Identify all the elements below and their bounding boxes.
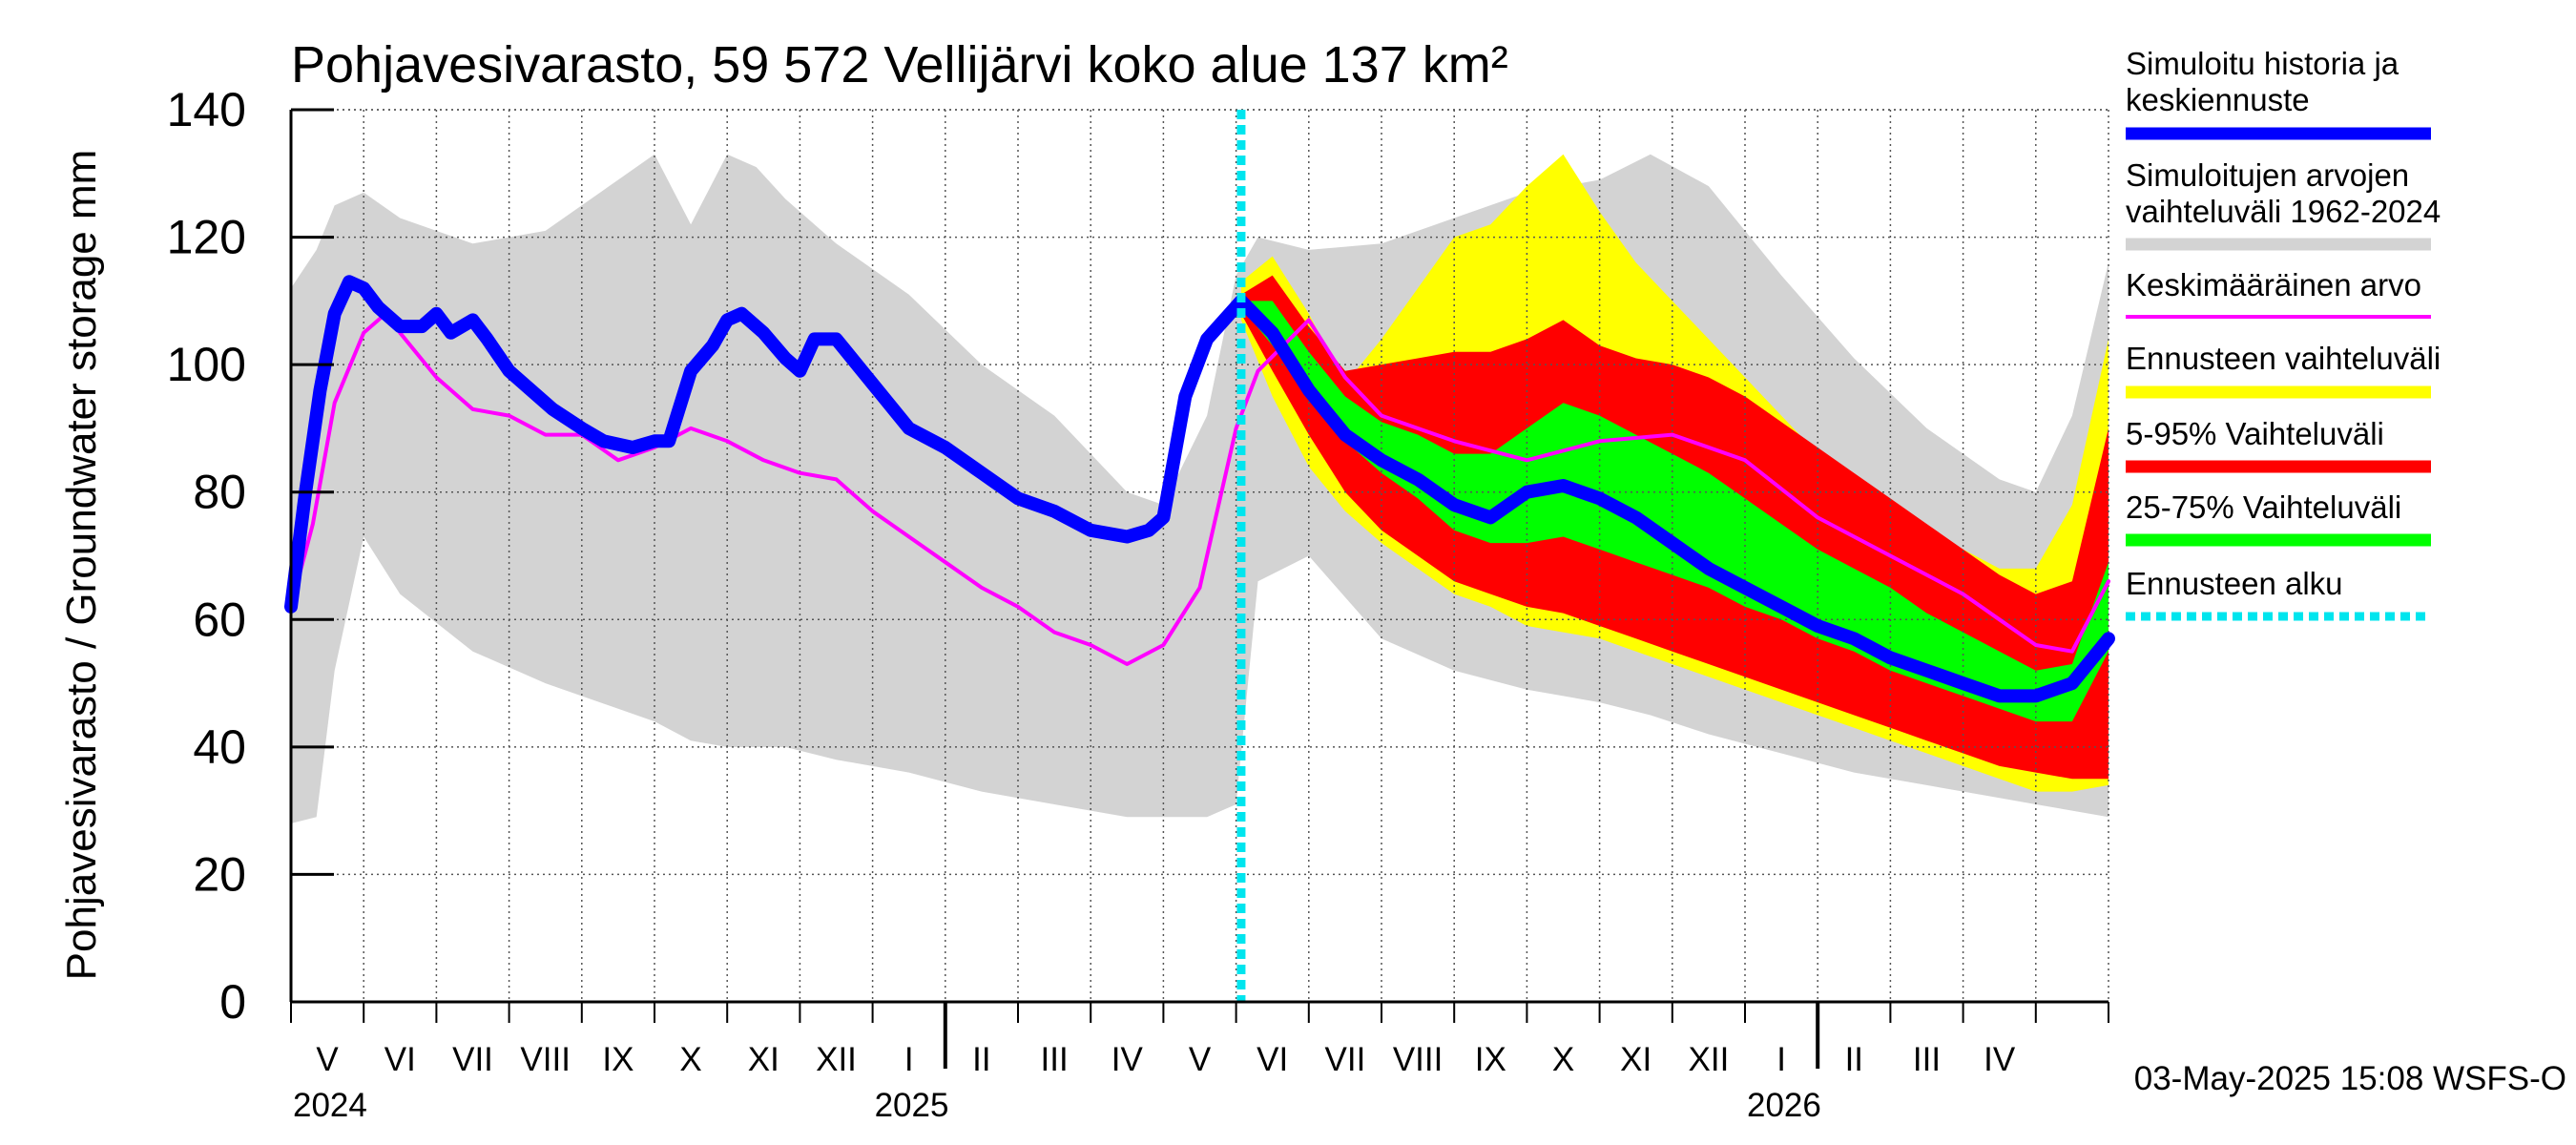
line-layer	[284, 110, 2115, 1002]
month-label-18: XI	[1620, 1041, 1652, 1078]
y-tick-label-40: 40	[193, 720, 246, 774]
month-label-2: VII	[452, 1041, 493, 1078]
legend-label-3-0: Ennusteen vaihteluväli	[2126, 341, 2441, 376]
legend-label-1-1: vaihteluväli 1962-2024	[2126, 194, 2441, 229]
month-label-13: VI	[1257, 1041, 1288, 1078]
legend-label-2-0: Keskimääräinen arvo	[2126, 267, 2421, 302]
year-label-2025: 2025	[875, 1087, 949, 1124]
year-label-2024: 2024	[293, 1087, 367, 1124]
month-label-6: XI	[748, 1041, 779, 1078]
month-label-19: XII	[1689, 1041, 1730, 1078]
band-25-75-vaihteluv-li	[1240, 301, 2109, 722]
legend-label-1-0: Simuloitujen arvojen	[2126, 157, 2409, 193]
month-label-12: V	[1189, 1041, 1212, 1078]
timestamp-footer: 03-May-2025 15:08 WSFS-O	[2134, 1060, 2566, 1097]
y-tick-label-80: 80	[193, 466, 246, 519]
month-label-8: I	[904, 1041, 914, 1078]
y-tick-label-100: 100	[167, 338, 246, 391]
series-simuloitu-historia-ja-keskiennuste	[284, 275, 2115, 703]
y-tick-label-60: 60	[193, 593, 246, 646]
chart-title: Pohjavesivarasto, 59 572 Vellijärvi koko…	[291, 36, 1508, 94]
legend-label-0-0: Simuloitu historia ja	[2126, 46, 2399, 81]
y-tick-label-0: 0	[219, 975, 246, 1029]
y-tick-label-20: 20	[193, 847, 246, 901]
month-label-23: IV	[1984, 1041, 2016, 1078]
month-label-9: II	[972, 1041, 990, 1078]
month-label-10: III	[1041, 1041, 1069, 1078]
month-label-7: XII	[816, 1041, 857, 1078]
month-label-0: V	[316, 1041, 339, 1078]
legend-label-6-0: Ennusteen alku	[2126, 566, 2343, 601]
month-label-17: X	[1552, 1041, 1574, 1078]
month-label-20: I	[1776, 1041, 1786, 1078]
month-label-22: III	[1913, 1041, 1941, 1078]
x-axis-labels: V VI VII VIII IX X XI XII I II III IV V VI VII VIII IX X X…	[293, 1041, 2016, 1124]
series-keskim-r-inen-arvo	[289, 311, 2110, 666]
y-axis-labels: 0 20 40 60 80 100 120 140	[167, 83, 246, 1029]
y-axis-title: Pohjavesivarasto / Groundwater storage m…	[58, 150, 105, 981]
month-label-15: VIII	[1393, 1041, 1444, 1078]
month-label-3: VIII	[520, 1041, 571, 1078]
axes-layer	[289, 108, 2109, 1069]
month-label-16: IX	[1475, 1041, 1506, 1078]
year-label-2026: 2026	[1747, 1087, 1821, 1124]
y-tick-label-120: 120	[167, 211, 246, 264]
legend-label-0-1: keskiennuste	[2126, 82, 2310, 117]
month-label-14: VII	[1325, 1041, 1366, 1078]
legend-label-5-0: 25-75% Vaihteluväli	[2126, 489, 2401, 525]
month-label-5: X	[679, 1041, 701, 1078]
legend-label-4-0: 5-95% Vaihteluväli	[2126, 416, 2384, 451]
y-tick-label-140: 140	[167, 83, 246, 136]
month-label-11: IV	[1111, 1041, 1144, 1078]
month-label-1: VI	[384, 1041, 416, 1078]
month-label-4: IX	[602, 1041, 634, 1078]
month-label-21: II	[1845, 1041, 1863, 1078]
